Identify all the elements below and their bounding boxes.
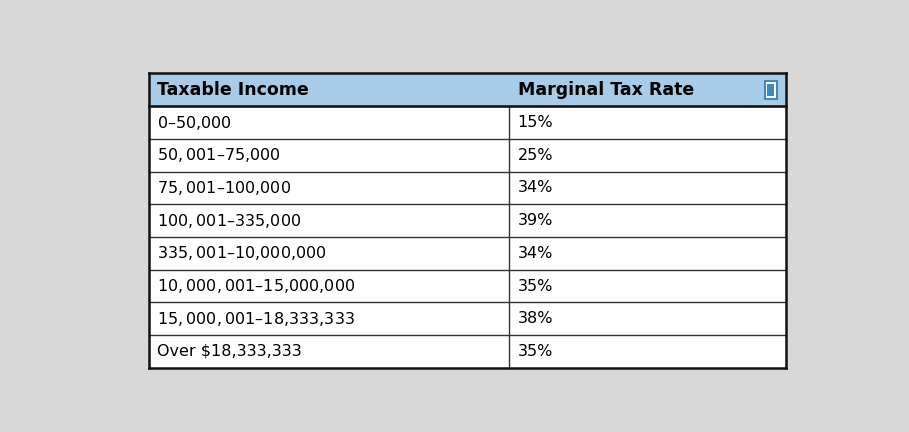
Text: Over $18,333,333: Over $18,333,333: [157, 344, 302, 359]
Text: 25%: 25%: [517, 148, 553, 163]
Text: 39%: 39%: [517, 213, 553, 228]
FancyBboxPatch shape: [149, 73, 786, 368]
FancyBboxPatch shape: [765, 81, 776, 99]
Text: 15%: 15%: [517, 115, 554, 130]
FancyBboxPatch shape: [149, 73, 786, 106]
Text: $75,001 – $100,000: $75,001 – $100,000: [157, 179, 292, 197]
Text: $15,000,001 – $18,333,333: $15,000,001 – $18,333,333: [157, 310, 355, 328]
Text: 35%: 35%: [517, 344, 553, 359]
Text: $335,001 – $10,000,000: $335,001 – $10,000,000: [157, 245, 327, 262]
Text: 38%: 38%: [517, 311, 553, 326]
Text: Marginal Tax Rate: Marginal Tax Rate: [517, 81, 694, 99]
Text: $50,001 – $75,000: $50,001 – $75,000: [157, 146, 281, 164]
Text: $100,001 – $335,000: $100,001 – $335,000: [157, 212, 302, 230]
FancyBboxPatch shape: [767, 84, 774, 95]
Text: Taxable Income: Taxable Income: [157, 81, 309, 99]
Text: 35%: 35%: [517, 279, 553, 294]
Text: 34%: 34%: [517, 246, 553, 261]
Text: 34%: 34%: [517, 181, 553, 195]
Text: $0 – $50,000: $0 – $50,000: [157, 114, 233, 131]
Text: $10,000,001 – $15,000,000: $10,000,001 – $15,000,000: [157, 277, 355, 295]
